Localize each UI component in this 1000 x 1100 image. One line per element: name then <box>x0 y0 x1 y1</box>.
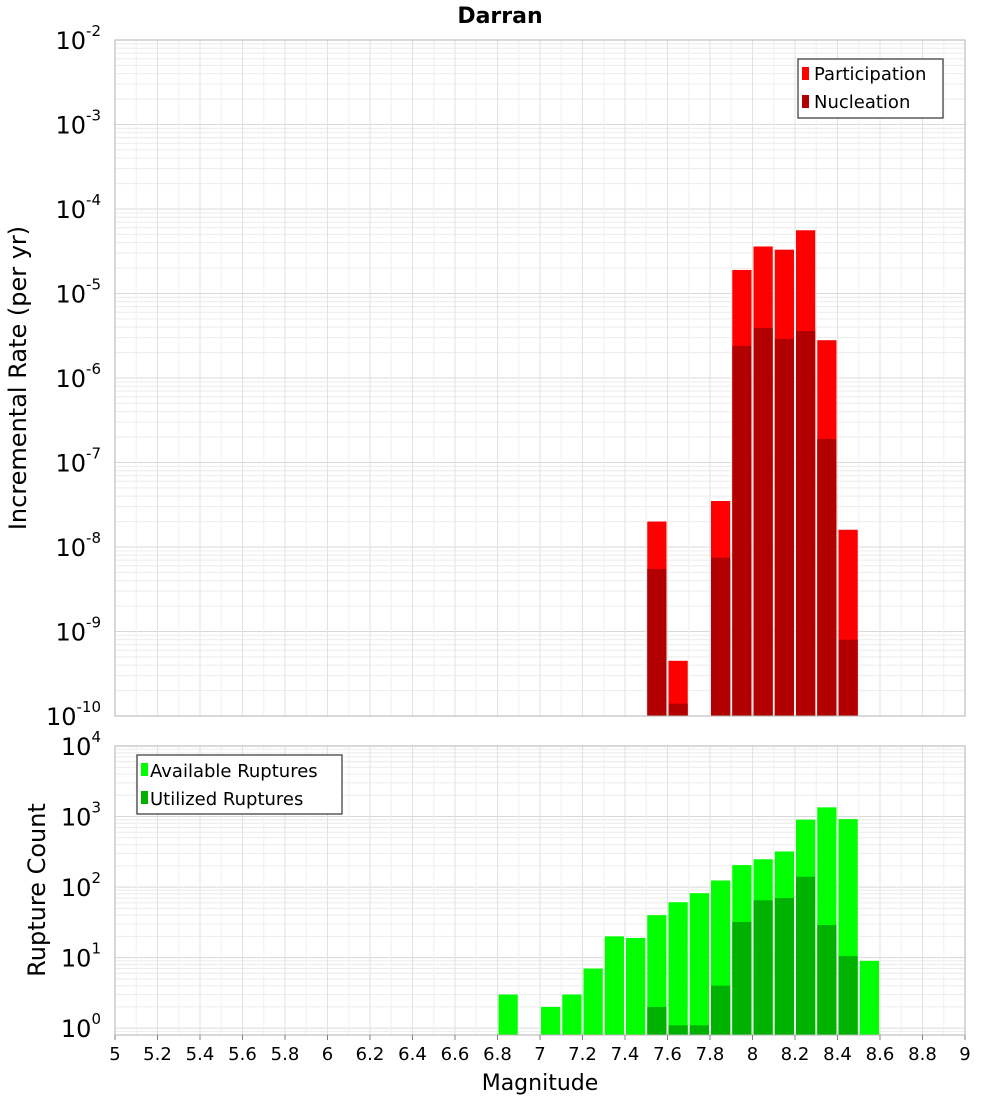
participation-bar <box>668 660 688 716</box>
utilized-ruptures-bar <box>711 985 731 1035</box>
utilized-ruptures-bar <box>668 1025 688 1035</box>
y-tick-label: 100 <box>61 1010 101 1043</box>
top-y-axis-label: Incremental Rate (per yr) <box>4 226 32 530</box>
x-tick-label: 6.2 <box>356 1044 385 1065</box>
y-tick-label: 104 <box>61 728 101 761</box>
x-tick-label: 7.2 <box>568 1044 597 1065</box>
y-tick-label: 10-9 <box>55 614 101 647</box>
nucleation-legend-label: Nucleation <box>814 92 910 113</box>
available-ruptures-bar <box>562 994 582 1035</box>
x-tick-label: 5.2 <box>143 1044 172 1065</box>
top-legend-box <box>797 58 944 119</box>
utilized-ruptures-bar <box>732 921 752 1035</box>
available-ruptures-bar <box>498 994 518 1035</box>
bottom-plot: 104 103 102 101 100 5 5.2 5.4 5.6 5.8 6 6.2 6.4 6.6 6… <box>23 728 971 1096</box>
y-tick-label: 10-2 <box>55 22 101 55</box>
x-tick-label: 6.8 <box>483 1044 512 1065</box>
y-tick-label: 10-6 <box>55 360 101 393</box>
x-axis-label: Magnitude <box>482 1071 599 1096</box>
participation-legend-swatch <box>802 67 809 80</box>
bottom-x-ticks: 5 5.2 5.4 5.6 5.8 6 6.2 6.4 6.6 6.8 7 7.2 7.4 7.6 7.8 8… <box>109 1035 971 1065</box>
x-tick-label: 5.6 <box>228 1044 257 1065</box>
top-plot-frame <box>114 39 966 717</box>
nucleation-bar <box>838 639 858 716</box>
y-tick-label: 101 <box>61 940 101 973</box>
nucleation-bar <box>732 345 752 716</box>
x-tick-label: 5.8 <box>271 1044 300 1065</box>
nucleation-bar <box>711 557 731 716</box>
utilized-ruptures-bar <box>838 956 858 1035</box>
nucleation-bar <box>753 328 773 716</box>
chart-title: Darran <box>457 4 542 29</box>
nucleation-bar <box>817 438 837 716</box>
x-tick-label: 8.2 <box>781 1044 810 1065</box>
utilized-ruptures-bar <box>796 876 816 1035</box>
bottom-legend-box <box>136 754 343 815</box>
y-tick-label: 10-5 <box>55 276 101 309</box>
x-tick-label: 7 <box>534 1044 545 1065</box>
top-grid <box>114 40 966 716</box>
y-tick-label: 103 <box>61 799 101 832</box>
x-tick-label: 8.6 <box>866 1044 895 1065</box>
x-tick-label: 6 <box>322 1044 333 1065</box>
x-tick-label: 7.4 <box>611 1044 640 1065</box>
available-ruptures-bar <box>604 936 624 1035</box>
x-tick-label: 7.8 <box>696 1044 725 1065</box>
utilized-ruptures-bar <box>753 900 773 1035</box>
top-plot: 10-2 10-3 10-4 10-5 10-6 10-7 10-8 10-9 10-10 In… <box>4 22 966 731</box>
utilized-ruptures-bar <box>774 898 794 1035</box>
y-tick-label: 10-8 <box>55 529 101 562</box>
x-tick-label: 9 <box>959 1044 970 1065</box>
available-legend-swatch <box>141 763 148 776</box>
bottom-legend: Available Ruptures Utilized Ruptures <box>136 754 343 815</box>
x-tick-label: 5.4 <box>186 1044 215 1065</box>
x-tick-label: 7.6 <box>653 1044 682 1065</box>
available-ruptures-bar <box>647 915 667 1035</box>
available-ruptures-bar <box>859 960 879 1035</box>
x-tick-label: 5 <box>109 1044 120 1065</box>
available-ruptures-bar <box>541 1006 561 1035</box>
top-bars <box>647 230 858 716</box>
nucleation-bar <box>647 568 667 716</box>
utilized-ruptures-bar <box>689 1025 709 1035</box>
nucleation-bar <box>774 338 794 716</box>
utilized-legend-label: Utilized Ruptures <box>150 789 303 810</box>
utilized-ruptures-bar <box>817 925 837 1035</box>
utilized-legend-swatch <box>141 791 148 804</box>
nucleation-bar <box>796 330 816 716</box>
utilized-ruptures-bar <box>647 1006 667 1035</box>
nucleation-legend-swatch <box>802 95 809 108</box>
bottom-y-ticks: 104 103 102 101 100 <box>61 728 101 1043</box>
top-legend: Participation Nucleation <box>797 58 944 119</box>
y-tick-label: 10-10 <box>46 698 101 731</box>
top-y-ticks: 10-2 10-3 10-4 10-5 10-6 10-7 10-8 10-9 10-10 <box>46 22 101 731</box>
x-tick-label: 6.6 <box>441 1044 470 1065</box>
available-ruptures-bar <box>626 937 646 1035</box>
bottom-y-axis-label: Rupture Count <box>23 803 51 977</box>
available-ruptures-bar <box>689 893 709 1035</box>
available-ruptures-bar <box>583 968 603 1035</box>
y-tick-label: 10-4 <box>55 191 101 224</box>
available-legend-label: Available Ruptures <box>150 761 318 782</box>
y-tick-label: 102 <box>61 869 101 902</box>
x-tick-label: 8 <box>747 1044 758 1065</box>
nucleation-bar <box>668 703 688 716</box>
x-tick-label: 8.4 <box>823 1044 852 1065</box>
available-ruptures-bar <box>668 902 688 1035</box>
participation-legend-label: Participation <box>814 64 926 85</box>
y-tick-label: 10-7 <box>55 445 101 478</box>
bottom-bars <box>498 807 879 1035</box>
x-tick-label: 8.8 <box>908 1044 937 1065</box>
x-tick-label: 6.4 <box>398 1044 427 1065</box>
y-tick-label: 10-3 <box>55 107 101 140</box>
